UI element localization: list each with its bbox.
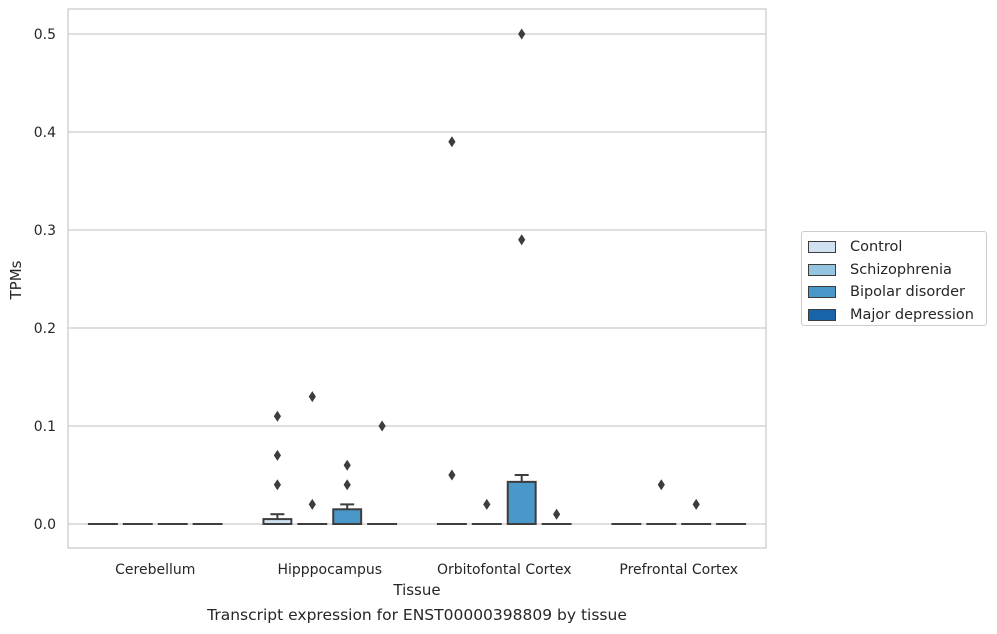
outlier-point xyxy=(343,479,351,491)
box xyxy=(506,480,537,525)
y-axis-label: TPMs xyxy=(7,260,25,300)
outlier-point xyxy=(273,479,281,491)
y-tick-label: 0.0 xyxy=(34,517,56,533)
box xyxy=(332,508,363,525)
legend-swatch xyxy=(808,286,836,299)
outlier-point xyxy=(273,410,281,422)
box-plots xyxy=(87,28,747,526)
legend-swatch xyxy=(808,263,836,276)
legend: Control Schizophrenia Bipolar disorder Majo… xyxy=(801,231,987,326)
plot-frame xyxy=(67,8,767,549)
legend-item: Bipolar disorder xyxy=(808,281,986,304)
legend-swatch xyxy=(808,308,836,321)
outlier-point xyxy=(448,469,456,481)
x-tick-labels: Cerebellum Hipppocampus Orbitofontal Corte… xyxy=(115,562,738,578)
outlier-point xyxy=(343,459,351,471)
outlier-point xyxy=(378,420,386,432)
outlier-point xyxy=(273,449,281,461)
x-tick-label: Cerebellum xyxy=(115,562,195,578)
y-tick-label: 0.5 xyxy=(34,27,56,43)
chart-title: Transcript expression for ENST0000039880… xyxy=(207,606,627,624)
outlier-point xyxy=(657,479,665,491)
legend-item: Major depression xyxy=(808,304,986,327)
x-tick-label: Orbitofontal Cortex xyxy=(437,562,572,578)
x-tick-label: Prefrontal Cortex xyxy=(619,562,738,578)
outlier-point xyxy=(553,508,561,520)
y-tick-label: 0.2 xyxy=(34,321,56,337)
outlier-point xyxy=(308,391,316,403)
legend-label: Control xyxy=(850,239,903,256)
y-tick-label: 0.1 xyxy=(34,419,56,435)
legend-swatch xyxy=(808,241,836,254)
outlier-point xyxy=(483,498,491,510)
legend-label: Major depression xyxy=(850,306,974,323)
x-axis-label: Tissue xyxy=(392,581,440,599)
legend-item: Control xyxy=(808,236,986,259)
y-tick-label: 0.4 xyxy=(34,125,56,141)
outlier-point xyxy=(692,498,700,510)
y-tick-label: 0.3 xyxy=(34,223,56,239)
legend-label: Schizophrenia xyxy=(850,261,952,278)
legend-label: Bipolar disorder xyxy=(850,284,965,301)
outlier-point xyxy=(448,136,456,148)
x-tick-label: Hipppocampus xyxy=(277,562,382,578)
legend-item: Schizophrenia xyxy=(808,259,986,282)
grid-lines xyxy=(68,33,766,525)
outlier-point xyxy=(518,28,526,40)
outlier-point xyxy=(308,498,316,510)
outlier-point xyxy=(518,234,526,246)
y-tick-labels: 0.0 0.1 0.2 0.3 0.4 0.5 xyxy=(34,27,56,533)
